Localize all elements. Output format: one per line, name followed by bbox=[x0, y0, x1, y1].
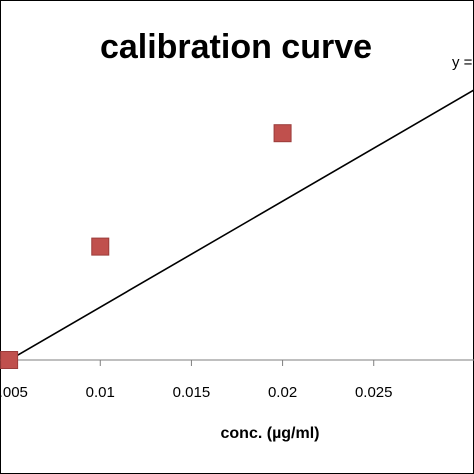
data-point-marker bbox=[0, 351, 19, 369]
x-tick-labels: 0.005 0.01 0.015 0.02 0.025 bbox=[0, 384, 393, 401]
trendline-equation: y = bbox=[452, 54, 473, 71]
x-tick-label: 0.02 bbox=[268, 384, 297, 401]
x-axis-title: conc. (µg/ml) bbox=[221, 425, 320, 442]
x-tick-label: 0.025 bbox=[355, 384, 393, 401]
chart-title: calibration curve bbox=[100, 28, 372, 66]
x-tick-label: 0.01 bbox=[86, 384, 115, 401]
plot-area bbox=[0, 89, 474, 369]
x-tick-label: 0.005 bbox=[0, 384, 28, 401]
data-point-marker bbox=[273, 124, 292, 143]
data-point-marker bbox=[91, 237, 110, 256]
trendline bbox=[0, 89, 474, 367]
x-tick-label: 0.015 bbox=[173, 384, 211, 401]
